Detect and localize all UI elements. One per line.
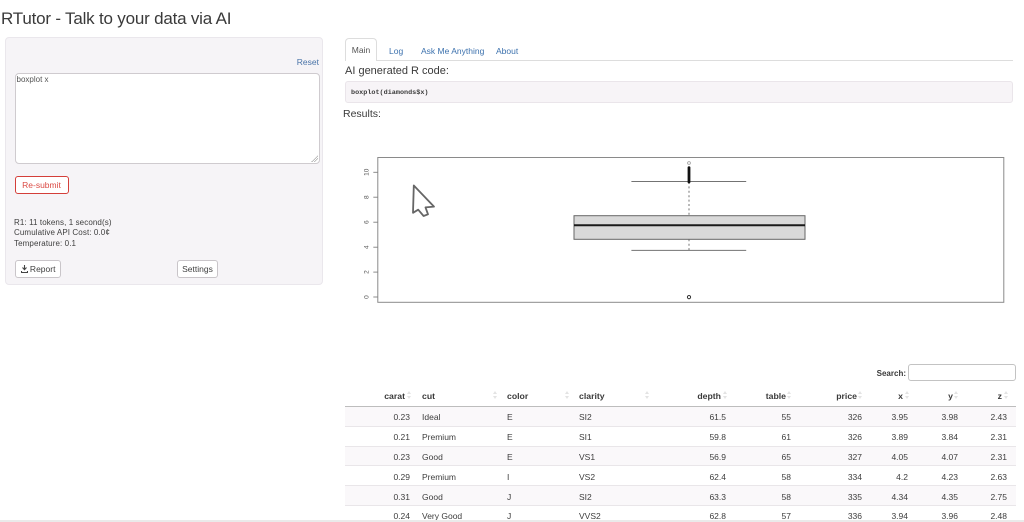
svg-text:6: 6 [364,220,371,224]
svg-text:2: 2 [364,270,371,274]
svg-text:4: 4 [364,245,371,249]
svg-text:8: 8 [364,195,371,199]
svg-text:0: 0 [364,295,371,299]
svg-text:10: 10 [364,168,371,176]
